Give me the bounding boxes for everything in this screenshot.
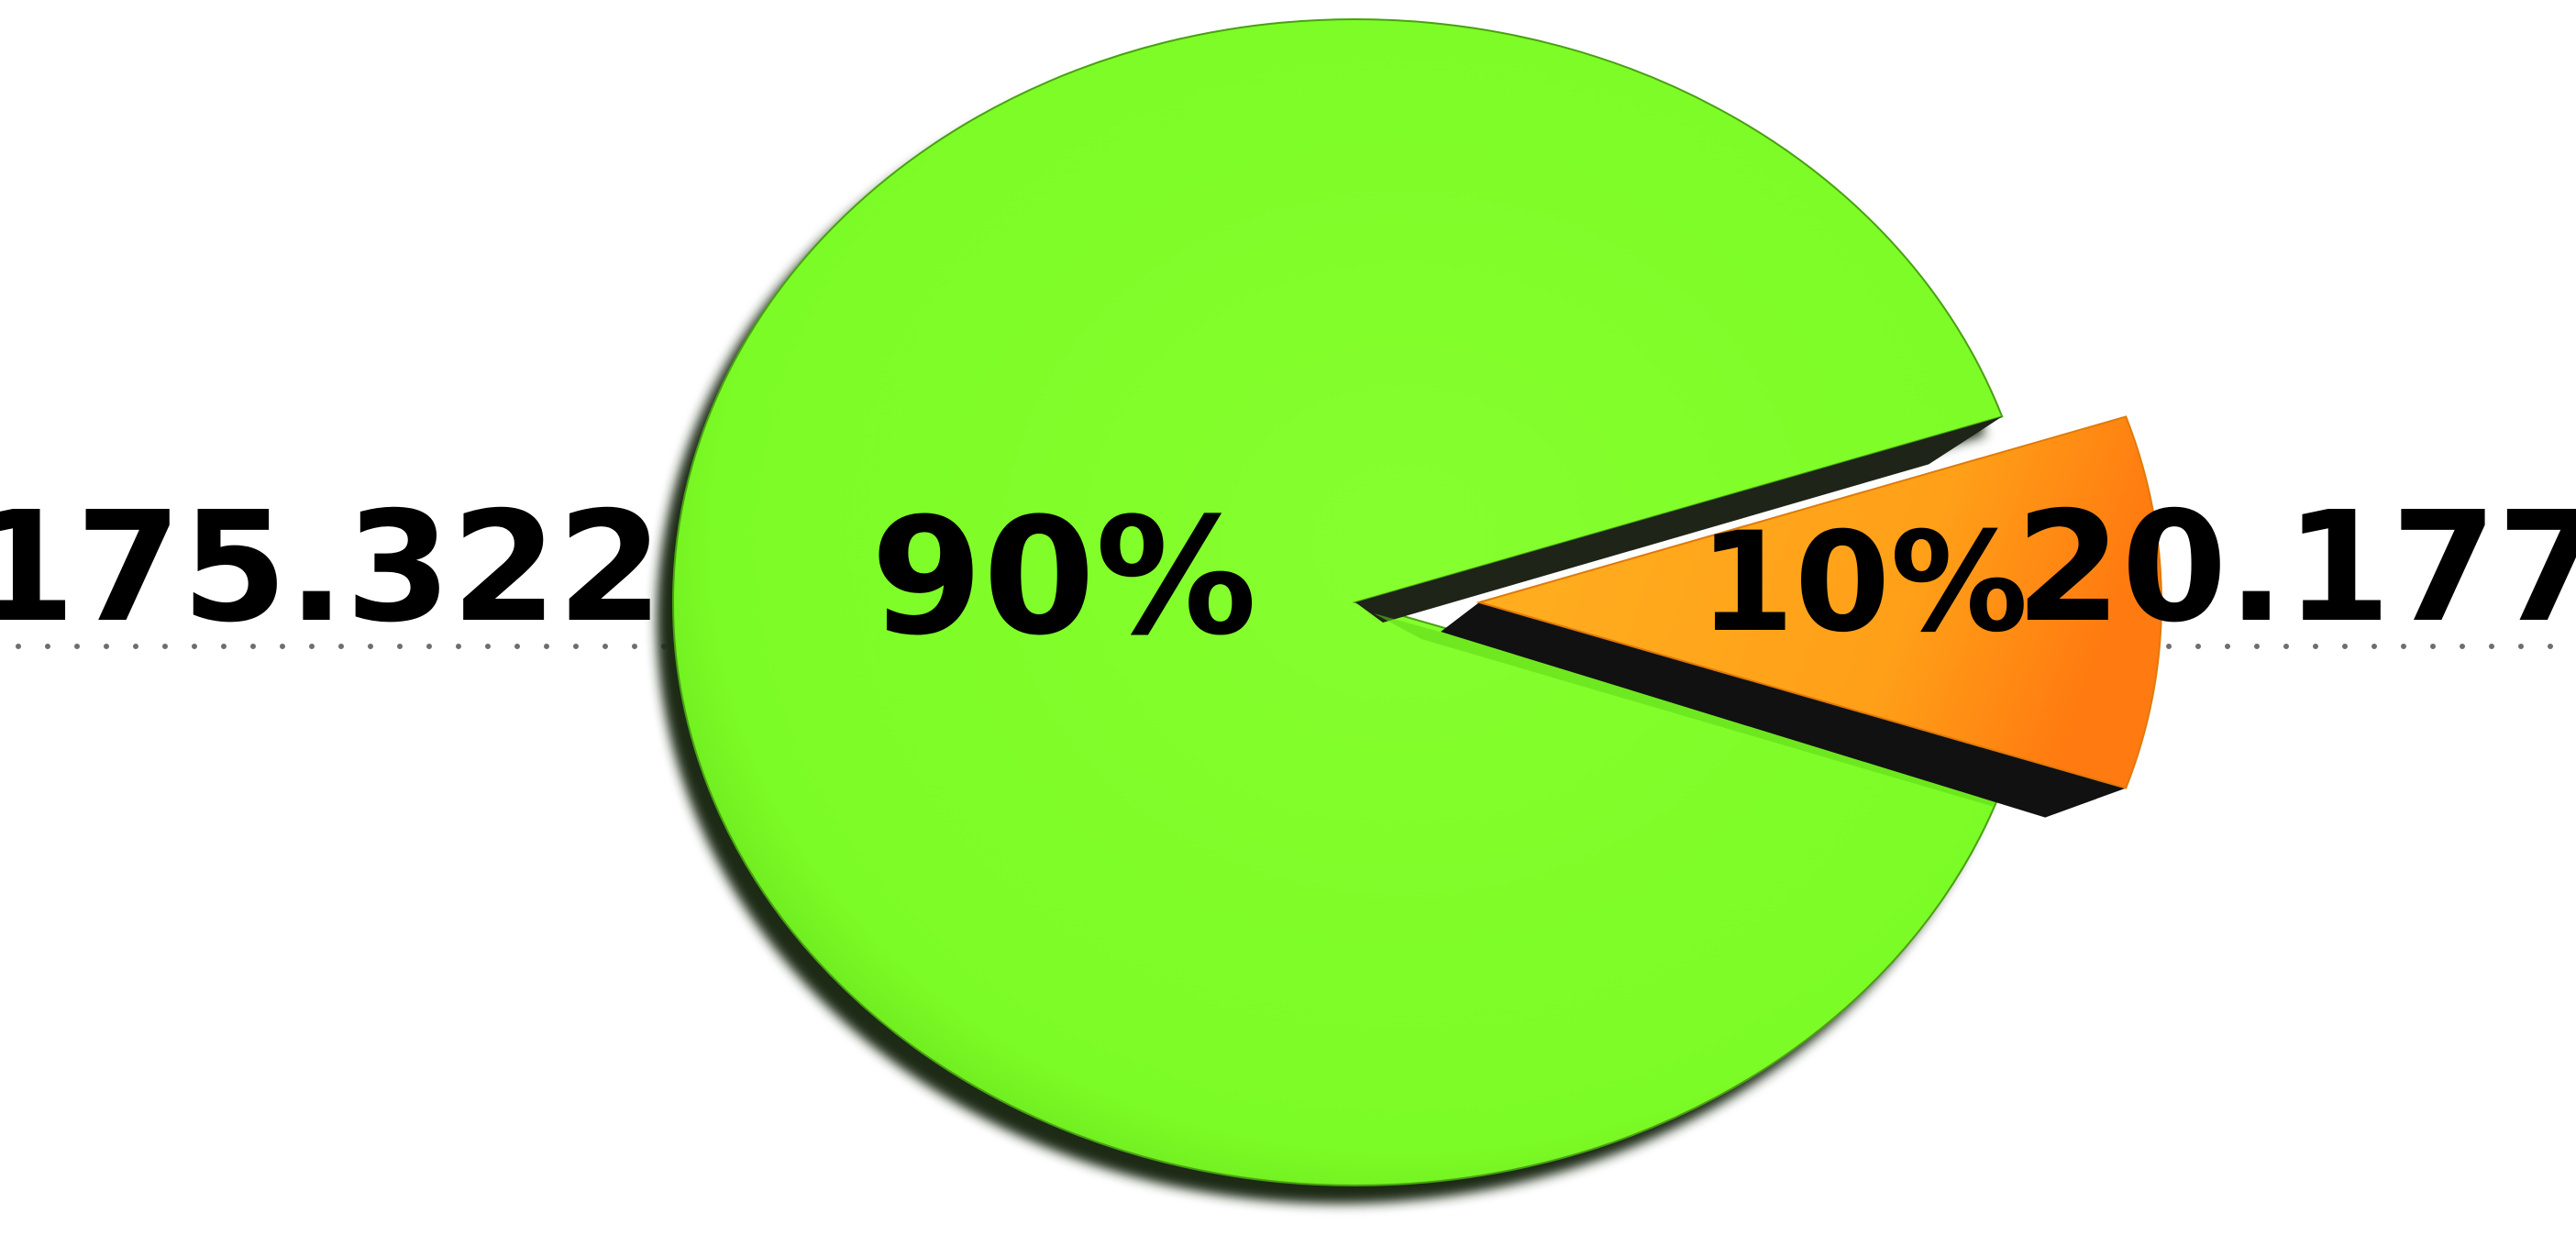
slice-main-percent-label: 90%: [870, 483, 1256, 671]
slice-exploded-percent-label: 10%: [1698, 503, 2028, 663]
slice-main-value-label: 175.322: [0, 480, 663, 656]
slice-main-cut-edge: [1355, 416, 2003, 623]
slice-main: [672, 18, 2004, 1186]
slice-exploded: [1476, 415, 2162, 789]
slice-group-main: [656, 18, 2004, 1205]
slice-exploded-value-label: 20.177: [2016, 480, 2576, 656]
slice-group-exploded: [1441, 415, 2162, 818]
slice-exploded-shadow: [1441, 602, 2127, 818]
slice-main-inner-shade: [1374, 613, 2003, 807]
